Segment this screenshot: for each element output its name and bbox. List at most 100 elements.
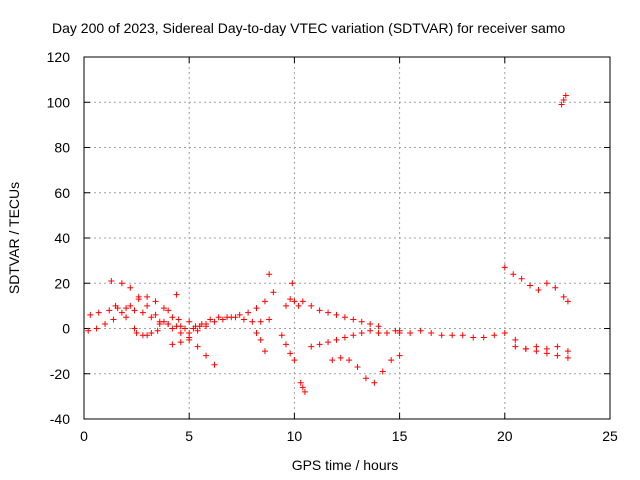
- data-point: [438, 332, 445, 339]
- grid: [84, 57, 610, 419]
- data-point: [522, 345, 529, 352]
- series-track-f: [169, 289, 277, 348]
- data-point: [388, 357, 395, 364]
- data-point: [175, 316, 182, 323]
- data-point: [371, 379, 378, 386]
- data-point: [396, 352, 403, 359]
- data-point: [375, 330, 382, 337]
- data-point: [299, 384, 306, 391]
- data-point: [533, 343, 540, 350]
- data-point: [194, 327, 201, 334]
- data-point: [552, 284, 559, 291]
- data-point: [287, 350, 294, 357]
- data-point: [169, 314, 176, 321]
- axis-ticks: [83, 56, 611, 420]
- data-point: [131, 325, 138, 332]
- data-point: [261, 348, 268, 355]
- data-point: [459, 332, 466, 339]
- series-track-i: [266, 271, 273, 278]
- chart-title: Day 200 of 2023, Sidereal Day-to-day VTE…: [52, 20, 565, 36]
- data-point: [266, 316, 273, 323]
- data-point: [207, 316, 214, 323]
- series-track-k: [282, 296, 302, 309]
- data-point: [289, 280, 296, 287]
- data-point: [350, 316, 357, 323]
- x-axis-title: GPS time / hours: [292, 457, 399, 473]
- data-point: [135, 296, 142, 303]
- data-point: [358, 330, 365, 337]
- data-point: [512, 336, 519, 343]
- series-track-g: [190, 314, 273, 332]
- data-point: [165, 307, 172, 314]
- data-point: [236, 311, 243, 318]
- y-axis-title: SDTVAR / TECUs: [6, 182, 22, 294]
- data-point: [308, 302, 315, 309]
- data-point: [350, 332, 357, 339]
- data-point: [127, 302, 134, 309]
- data-point: [379, 368, 386, 375]
- data-point: [270, 289, 277, 296]
- data-point: [139, 309, 146, 316]
- data-point: [562, 92, 569, 99]
- series-track-h: [253, 330, 268, 355]
- data-point: [203, 352, 210, 359]
- data-point: [417, 327, 424, 334]
- data-point: [110, 316, 117, 323]
- data-point: [287, 296, 294, 303]
- data-point: [131, 307, 138, 314]
- data-point: [173, 291, 180, 298]
- data-point: [510, 271, 517, 278]
- data-point: [106, 307, 113, 314]
- data-point: [491, 332, 498, 339]
- data-point: [501, 330, 508, 337]
- data-point: [333, 336, 340, 343]
- data-point: [190, 325, 197, 332]
- data-point: [367, 327, 374, 334]
- data-point: [329, 357, 336, 364]
- data-point: [316, 341, 323, 348]
- data-point: [543, 280, 550, 287]
- data-point: [470, 334, 477, 341]
- series-track-b: [85, 293, 193, 337]
- data-point: [198, 320, 205, 327]
- data-point: [186, 334, 193, 341]
- x-tick-label: 20: [497, 428, 513, 444]
- data-point: [325, 309, 332, 316]
- series-track-a: [108, 277, 218, 368]
- series-track-l: [289, 280, 296, 287]
- data-point: [160, 305, 167, 312]
- y-tick-label: 40: [54, 230, 70, 246]
- data-point: [203, 323, 210, 330]
- series-track-e: [133, 316, 203, 339]
- y-tick-label: -40: [50, 411, 70, 427]
- data-point: [102, 320, 109, 327]
- data-point: [194, 343, 201, 350]
- data-point: [554, 352, 561, 359]
- x-tick-label: 0: [80, 428, 88, 444]
- data-point: [118, 309, 125, 316]
- data-point: [148, 314, 155, 321]
- data-point: [240, 316, 247, 323]
- y-tick-label: 60: [54, 185, 70, 201]
- x-tick-label: 5: [185, 428, 193, 444]
- data-point: [295, 302, 302, 309]
- data-point: [211, 318, 218, 325]
- y-tick-label: 0: [62, 321, 70, 337]
- data-point: [308, 343, 315, 350]
- data-point: [282, 302, 289, 309]
- data-point: [173, 323, 180, 330]
- data-point: [358, 318, 365, 325]
- data-point: [266, 271, 273, 278]
- data-point: [375, 323, 382, 330]
- data-point: [396, 330, 403, 337]
- data-point: [325, 339, 332, 346]
- data-point: [512, 343, 519, 350]
- data-point: [297, 379, 304, 386]
- data-point: [253, 330, 260, 337]
- data-point: [165, 320, 172, 327]
- data-point: [144, 302, 151, 309]
- tick-labels: 0 5 10 15 20 25 -40 -20 0 20 40 60 80 100 120: [47, 49, 618, 444]
- series-track-p: [329, 352, 403, 386]
